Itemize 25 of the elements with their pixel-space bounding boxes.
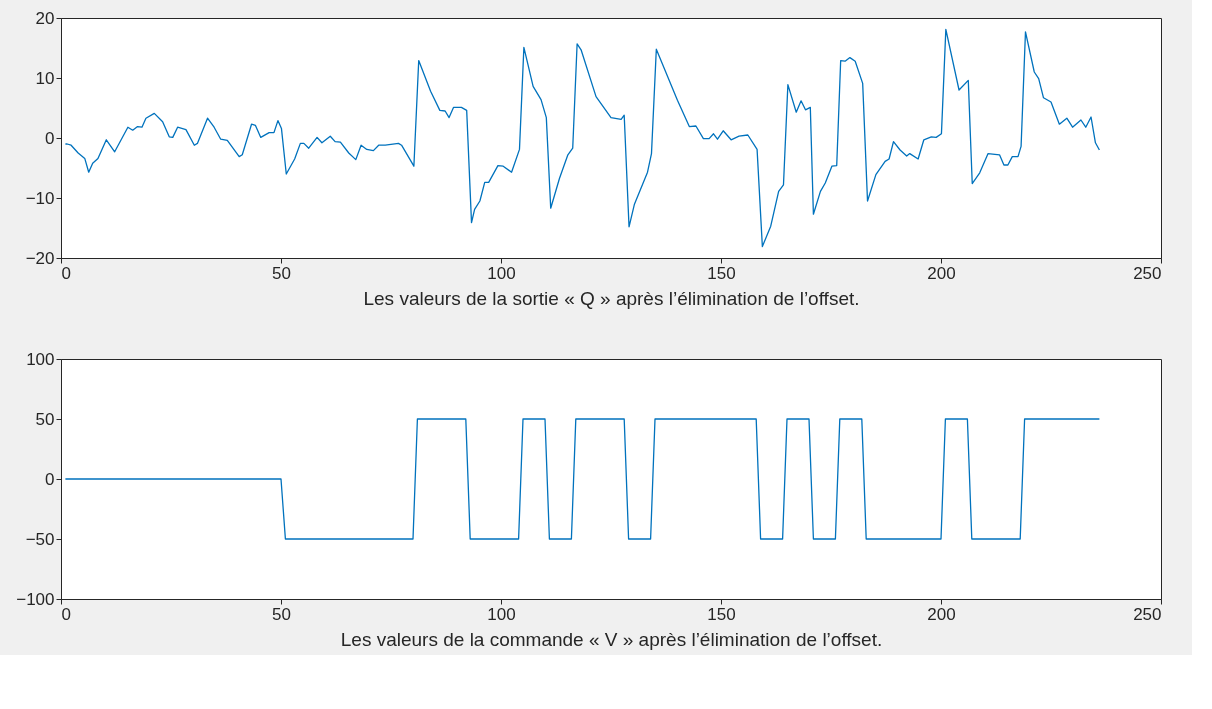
x-tick-label: 250	[1133, 604, 1162, 624]
y-tick-label: −100	[16, 589, 55, 609]
x-tick-label: 100	[487, 263, 516, 283]
y-tick-label: −50	[25, 529, 55, 549]
y-tick-label: 0	[45, 128, 55, 148]
x-axis-title: Les valeurs de la sortie « Q » après l’élimination de l’offset.	[363, 287, 860, 309]
x-tick-label: 0	[61, 604, 71, 624]
x-tick-label: 150	[707, 263, 736, 283]
y-tick-label: 0	[45, 469, 55, 489]
x-tick-label: 250	[1133, 263, 1162, 283]
y-tick-label: −20	[25, 248, 55, 268]
x-tick-label: 100	[487, 604, 516, 624]
x-tick-label: 0	[61, 263, 71, 283]
x-axis-title: Les valeurs de la commande « V » après l’élimination de l’offset.	[340, 628, 883, 650]
line-series	[64, 28, 1101, 248]
x-tick-label: 50	[272, 263, 291, 283]
x-tick-label: 50	[272, 604, 291, 624]
x-tick-label: 150	[707, 604, 736, 624]
x-tick-label: 200	[927, 263, 956, 283]
x-tick-label: 200	[927, 604, 956, 624]
y-tick-label: 20	[35, 8, 55, 28]
y-tick-label: 100	[26, 349, 55, 369]
y-tick-label: 50	[35, 409, 55, 429]
y-tick-label: −10	[25, 188, 55, 208]
y-tick-label: 10	[35, 68, 55, 88]
